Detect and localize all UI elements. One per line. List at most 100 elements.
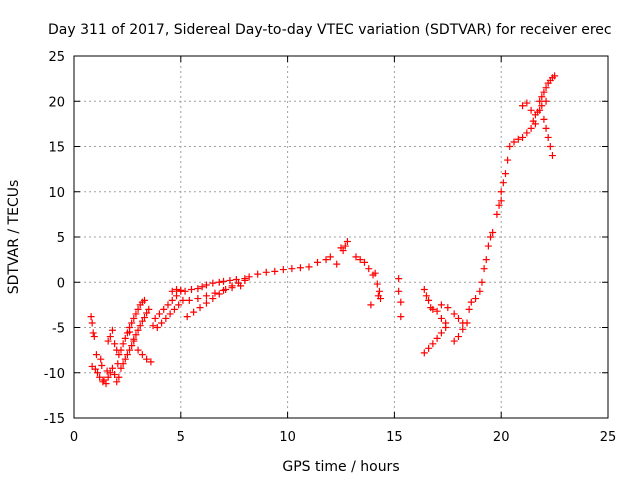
data-point-marker bbox=[173, 285, 181, 293]
data-point-marker bbox=[202, 281, 210, 289]
data-point-marker bbox=[360, 258, 368, 266]
data-point-marker bbox=[164, 301, 172, 309]
data-point-marker bbox=[153, 324, 161, 331]
data-point-marker bbox=[115, 351, 123, 359]
data-point-marker bbox=[497, 197, 505, 205]
data-point-marker bbox=[115, 373, 123, 381]
data-point-marker bbox=[271, 267, 279, 275]
data-point-marker bbox=[352, 253, 360, 261]
data-point-marker bbox=[343, 238, 351, 246]
data-point-marker bbox=[538, 93, 546, 101]
data-point-marker bbox=[544, 133, 552, 141]
y-tick-label: 0 bbox=[57, 276, 65, 291]
data-point-marker bbox=[102, 380, 110, 388]
data-point-marker bbox=[93, 369, 101, 377]
data-point-marker bbox=[395, 275, 403, 283]
data-point-marker bbox=[262, 268, 270, 276]
data-point-marker bbox=[87, 313, 95, 321]
data-point-marker bbox=[523, 129, 531, 137]
data-point-marker bbox=[220, 277, 228, 285]
data-point-marker bbox=[158, 319, 166, 327]
data-point-marker bbox=[493, 210, 501, 218]
data-point-marker bbox=[202, 299, 210, 307]
data-point-marker bbox=[173, 292, 181, 300]
data-point-marker bbox=[305, 263, 313, 271]
data-point-marker bbox=[442, 324, 450, 331]
data-point-marker bbox=[542, 97, 550, 105]
data-point-marker bbox=[241, 276, 249, 284]
data-point-marker bbox=[429, 305, 437, 313]
data-point-marker bbox=[196, 304, 204, 312]
data-point-marker bbox=[467, 298, 475, 306]
data-point-marker bbox=[542, 84, 550, 92]
data-point-marker bbox=[497, 188, 505, 196]
data-point-marker bbox=[168, 287, 176, 295]
data-point-marker bbox=[128, 342, 136, 350]
data-point-marker bbox=[459, 325, 467, 333]
data-point-marker bbox=[450, 337, 458, 345]
data-point-marker bbox=[194, 295, 202, 303]
data-point-marker bbox=[108, 364, 116, 372]
data-point-marker bbox=[106, 369, 114, 377]
data-point-marker bbox=[104, 337, 112, 345]
data-point-marker bbox=[367, 301, 375, 309]
data-point-marker bbox=[437, 301, 445, 309]
data-point-marker bbox=[119, 340, 127, 348]
data-point-marker bbox=[454, 314, 462, 322]
data-point-marker bbox=[375, 287, 383, 295]
data-point-marker bbox=[132, 310, 140, 318]
data-point-marker bbox=[437, 314, 445, 322]
data-point-marker bbox=[314, 258, 322, 266]
data-point-marker bbox=[484, 242, 492, 250]
data-point-marker bbox=[198, 283, 206, 291]
data-point-marker bbox=[397, 313, 405, 321]
data-point-marker bbox=[179, 296, 187, 304]
data-point-marker bbox=[425, 344, 433, 352]
data-point-marker bbox=[425, 296, 433, 304]
x-tick-label: 20 bbox=[493, 430, 510, 445]
data-point-marker bbox=[450, 310, 458, 318]
data-point-marker bbox=[499, 179, 507, 187]
y-tick-label: 5 bbox=[57, 231, 65, 246]
data-point-marker bbox=[143, 309, 151, 317]
data-point-marker bbox=[489, 228, 497, 236]
y-axis-label: SDTVAR / TECUs bbox=[6, 180, 22, 295]
data-point-marker bbox=[519, 133, 527, 141]
data-point-marker bbox=[132, 331, 140, 339]
data-point-marker bbox=[134, 305, 142, 313]
data-point-marker bbox=[138, 317, 146, 325]
data-point-marker bbox=[433, 307, 441, 315]
chart-title: Day 311 of 2017, Sidereal Day-to-day VTE… bbox=[48, 22, 612, 38]
data-point-marker bbox=[226, 276, 234, 284]
y-tick-label: 10 bbox=[48, 186, 65, 201]
data-point-marker bbox=[145, 305, 153, 313]
data-point-marker bbox=[104, 373, 112, 381]
data-point-marker bbox=[138, 351, 146, 359]
data-point-marker bbox=[97, 355, 105, 363]
data-point-marker bbox=[140, 296, 148, 304]
y-tick-label: 15 bbox=[48, 141, 65, 156]
data-point-marker bbox=[215, 290, 223, 298]
data-point-marker bbox=[420, 285, 428, 293]
data-point-marker bbox=[151, 314, 159, 322]
data-point-marker bbox=[504, 156, 512, 164]
data-point-marker bbox=[187, 285, 195, 293]
data-point-marker bbox=[100, 376, 108, 384]
axis-ticks: 0 5 10 15 20 25 -15 -10 -5 0 5 10 15 20 25 bbox=[44, 50, 617, 445]
data-point-marker bbox=[548, 152, 556, 160]
data-point-marker bbox=[194, 285, 202, 293]
data-point-marker bbox=[209, 279, 217, 287]
data-point-marker bbox=[111, 371, 119, 379]
data-point-marker bbox=[245, 273, 253, 281]
data-point-marker bbox=[113, 378, 121, 386]
data-point-marker bbox=[341, 242, 349, 250]
data-point-marker bbox=[209, 295, 217, 303]
y-tick-label: -5 bbox=[52, 322, 65, 337]
data-point-marker bbox=[117, 364, 125, 372]
data-point-marker bbox=[126, 346, 134, 354]
data-point-marker bbox=[420, 349, 428, 357]
data-point-marker bbox=[487, 233, 495, 241]
data-point-marker bbox=[170, 305, 178, 313]
data-point-marker bbox=[534, 108, 542, 116]
